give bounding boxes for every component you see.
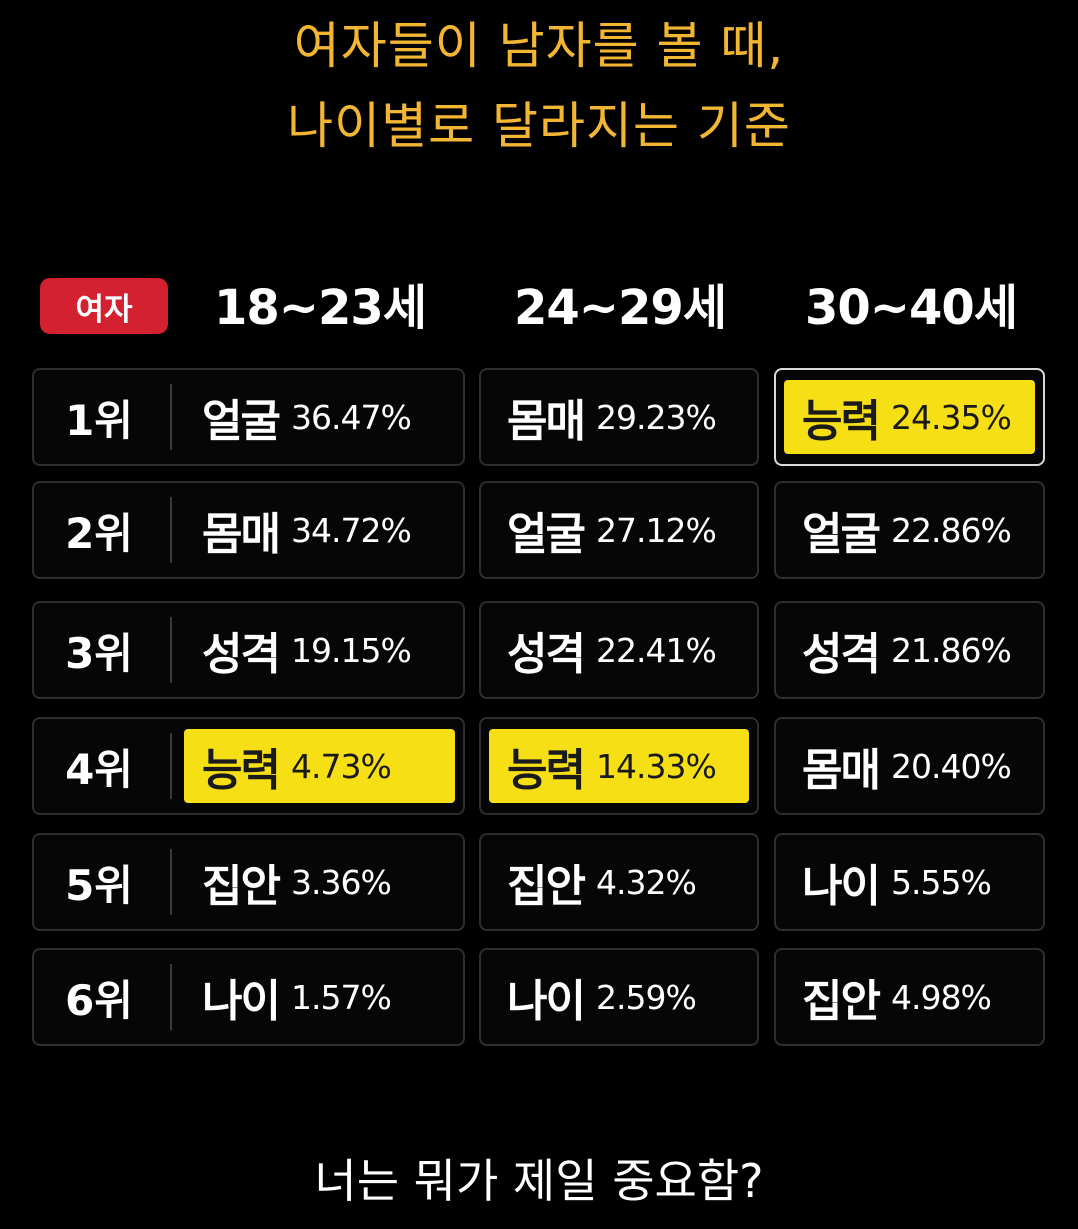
attribute-word: 성격 — [802, 629, 881, 680]
rank-divider — [170, 617, 172, 683]
rank-entry: 나이 5.55% — [802, 835, 992, 929]
attribute-percent: 24.35% — [890, 397, 1012, 437]
attribute-word: 성격 — [202, 629, 281, 680]
rank-entry: 몸매 20.40% — [802, 719, 1012, 813]
attribute-percent: 14.33% — [595, 746, 717, 786]
attribute-word: 성격 — [507, 629, 586, 680]
table-cell: 성격 21.86% — [774, 601, 1045, 699]
attribute-percent: 22.86% — [890, 510, 1012, 550]
rank-entry: 집안 4.32% — [507, 835, 697, 929]
rank-divider — [170, 733, 172, 799]
attribute-percent: 5.55% — [890, 862, 992, 902]
rank-entry: 얼굴 22.86% — [802, 483, 1012, 577]
rank-entry: 성격 22.41% — [507, 603, 717, 697]
attribute-percent: 4.32% — [595, 862, 697, 902]
attribute-word: 집안 — [507, 861, 586, 912]
rank-divider — [170, 849, 172, 915]
gender-badge: 여자 — [40, 278, 168, 334]
title-line-1: 여자들이 남자를 볼 때, — [293, 17, 785, 75]
attribute-percent: 19.15% — [290, 630, 412, 670]
column-header-24-29: 24~29세 — [514, 280, 727, 336]
rank-entry: 성격 19.15% — [202, 603, 412, 697]
table-cell: 2위 몸매 34.72% — [32, 481, 465, 579]
attribute-percent: 4.98% — [890, 977, 992, 1017]
attribute-percent: 1.57% — [290, 977, 392, 1017]
title-line-2: 나이별로 달라지는 기준 — [287, 97, 791, 155]
rank-entry: 나이 1.57% — [202, 950, 392, 1044]
attribute-word: 몸매 — [802, 745, 881, 796]
rank-label: 4위 — [65, 744, 133, 794]
attribute-word: 능력 — [507, 745, 586, 796]
table-cell: 집안 4.32% — [479, 833, 759, 931]
attribute-word: 능력 — [802, 396, 881, 447]
rank-entry: 몸매 34.72% — [202, 483, 412, 577]
rank-label: 5위 — [65, 860, 133, 910]
table-cell: 몸매 20.40% — [774, 717, 1045, 815]
column-header-18-23: 18~23세 — [214, 280, 427, 336]
highlighted-entry: 능력 24.35% — [784, 380, 1035, 454]
attribute-percent: 27.12% — [595, 510, 717, 550]
attribute-word: 능력 — [202, 745, 281, 796]
table-cell: 3위 성격 19.15% — [32, 601, 465, 699]
attribute-word: 집안 — [202, 861, 281, 912]
rank-entry: 얼굴 27.12% — [507, 483, 717, 577]
attribute-percent: 3.36% — [290, 862, 392, 902]
attribute-word: 집안 — [802, 976, 881, 1027]
attribute-percent: 29.23% — [595, 397, 717, 437]
table-cell: 6위 나이 1.57% — [32, 948, 465, 1046]
table-cell: 집안 4.98% — [774, 948, 1045, 1046]
attribute-percent: 20.40% — [890, 746, 1012, 786]
rank-divider — [170, 964, 172, 1030]
column-header-30-40: 30~40세 — [805, 280, 1018, 336]
table-cell: 나이 5.55% — [774, 833, 1045, 931]
rank-label: 3위 — [65, 628, 133, 678]
rank-divider — [170, 384, 172, 450]
attribute-word: 나이 — [802, 861, 881, 912]
attribute-word: 몸매 — [507, 396, 586, 447]
table-cell: 능력 14.33% — [479, 717, 759, 815]
rank-label: 2위 — [65, 508, 133, 558]
rank-divider — [170, 497, 172, 563]
attribute-word: 얼굴 — [802, 509, 881, 560]
highlighted-entry: 능력 4.73% — [184, 729, 455, 803]
table-cell: 1위 얼굴 36.47% — [32, 368, 465, 466]
attribute-percent: 22.41% — [595, 630, 717, 670]
table-cell: 얼굴 22.86% — [774, 481, 1045, 579]
table-cell: 나이 2.59% — [479, 948, 759, 1046]
attribute-percent: 2.59% — [595, 977, 697, 1017]
attribute-percent: 4.73% — [290, 746, 392, 786]
attribute-percent: 21.86% — [890, 630, 1012, 670]
rank-entry: 몸매 29.23% — [507, 370, 717, 464]
rank-entry: 얼굴 36.47% — [202, 370, 412, 464]
rank-entry: 집안 3.36% — [202, 835, 392, 929]
attribute-word: 얼굴 — [507, 509, 586, 560]
rank-entry: 나이 2.59% — [507, 950, 697, 1044]
rank-label: 6위 — [65, 975, 133, 1025]
attribute-word: 나이 — [507, 976, 586, 1027]
table-cell: 몸매 29.23% — [479, 368, 759, 466]
table-cell: 성격 22.41% — [479, 601, 759, 699]
table-cell: 능력 24.35% — [774, 368, 1045, 466]
table-cell: 얼굴 27.12% — [479, 481, 759, 579]
attribute-percent: 34.72% — [290, 510, 412, 550]
rank-entry: 집안 4.98% — [802, 950, 992, 1044]
table-cell: 5위 집안 3.36% — [32, 833, 465, 931]
rank-label: 1위 — [65, 395, 133, 445]
highlighted-entry: 능력 14.33% — [489, 729, 749, 803]
table-cell: 4위 능력 4.73% — [32, 717, 465, 815]
attribute-percent: 36.47% — [290, 397, 412, 437]
attribute-word: 얼굴 — [202, 396, 281, 447]
attribute-word: 나이 — [202, 976, 281, 1027]
closing-question: 너는 뭐가 제일 중요함? — [314, 1154, 764, 1208]
rank-entry: 성격 21.86% — [802, 603, 1012, 697]
attribute-word: 몸매 — [202, 509, 281, 560]
